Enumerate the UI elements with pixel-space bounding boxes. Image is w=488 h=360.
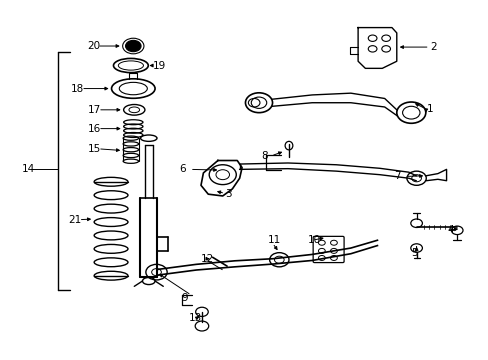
Text: 14: 14	[22, 165, 35, 174]
Text: 19: 19	[152, 60, 165, 71]
Text: 5: 5	[410, 248, 417, 258]
Text: 7: 7	[393, 171, 400, 181]
Text: 21: 21	[68, 215, 81, 225]
Text: 8: 8	[261, 151, 267, 161]
Text: 6: 6	[179, 165, 185, 174]
Text: 2: 2	[430, 42, 436, 52]
Text: 12: 12	[201, 254, 214, 264]
Text: 16: 16	[87, 123, 101, 134]
Text: 1: 1	[427, 104, 433, 114]
Circle shape	[125, 40, 141, 52]
Text: 3: 3	[224, 189, 231, 199]
Text: 17: 17	[87, 105, 101, 115]
Text: 15: 15	[87, 144, 101, 154]
FancyBboxPatch shape	[312, 237, 344, 262]
Text: 11: 11	[267, 235, 281, 245]
Text: 13: 13	[188, 312, 202, 323]
Text: 20: 20	[87, 41, 101, 51]
Text: 18: 18	[70, 84, 83, 94]
Text: 9: 9	[181, 293, 188, 303]
Text: 10: 10	[307, 235, 320, 245]
Text: 4: 4	[447, 225, 453, 235]
